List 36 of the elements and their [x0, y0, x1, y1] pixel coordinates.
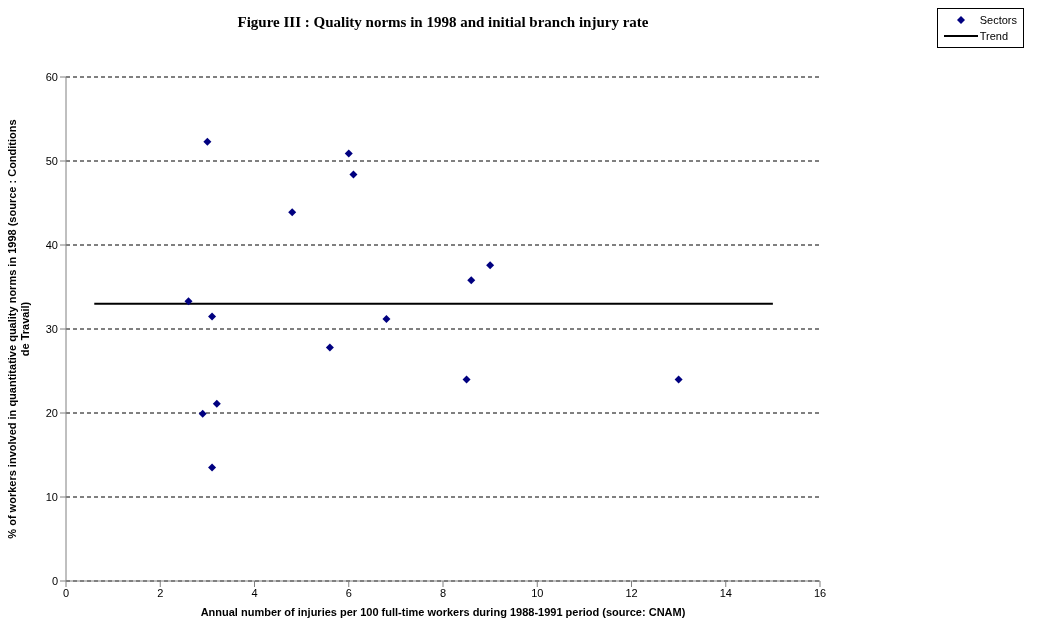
- point: [486, 261, 495, 270]
- point: [203, 137, 212, 146]
- point: [325, 343, 334, 352]
- y-tick-label: 10: [45, 490, 58, 503]
- legend-label: Trend: [979, 30, 1009, 42]
- point: [467, 276, 476, 285]
- y-tick-label: 30: [45, 322, 58, 335]
- point: [208, 463, 217, 472]
- x-tick-label: 10: [531, 586, 544, 599]
- x-tick-label: 0: [62, 586, 70, 599]
- x-tick-label: 16: [813, 586, 827, 599]
- x-tick-label: 14: [719, 586, 732, 599]
- y-tick-label: 40: [45, 238, 58, 251]
- y-tick-label: 20: [45, 406, 58, 419]
- x-tick-label: 4: [251, 586, 258, 599]
- x-tick-label: 8: [439, 586, 447, 599]
- y-tick-label: 50: [45, 154, 58, 167]
- x-axis-title: Annual number of injuries per 100 full-time workers during 1988-1991 period (source: CNAM): [200, 606, 686, 618]
- point: [382, 314, 391, 323]
- point: [184, 297, 193, 306]
- point: [674, 375, 683, 384]
- y-tick-label: 0: [51, 574, 58, 587]
- point: [349, 170, 358, 179]
- x-tick-label: 6: [345, 586, 352, 599]
- x-tick-label: 2: [157, 586, 164, 599]
- y-axis-title: % of workers involved in quantitative quality norms in 1998 (source : Conditions de Travail): [5, 119, 31, 539]
- y-tick-label: 60: [45, 70, 58, 83]
- point: [198, 409, 207, 418]
- legend-label: Sectors: [979, 14, 1017, 26]
- chart-title: Figure III : Quality norms in 1998 and initial branch injury rate: [236, 14, 650, 31]
- point: [288, 208, 297, 217]
- point: [208, 312, 217, 321]
- x-tick-label: 12: [625, 586, 638, 599]
- point: [344, 149, 353, 158]
- point: [462, 375, 471, 384]
- point: [212, 399, 221, 408]
